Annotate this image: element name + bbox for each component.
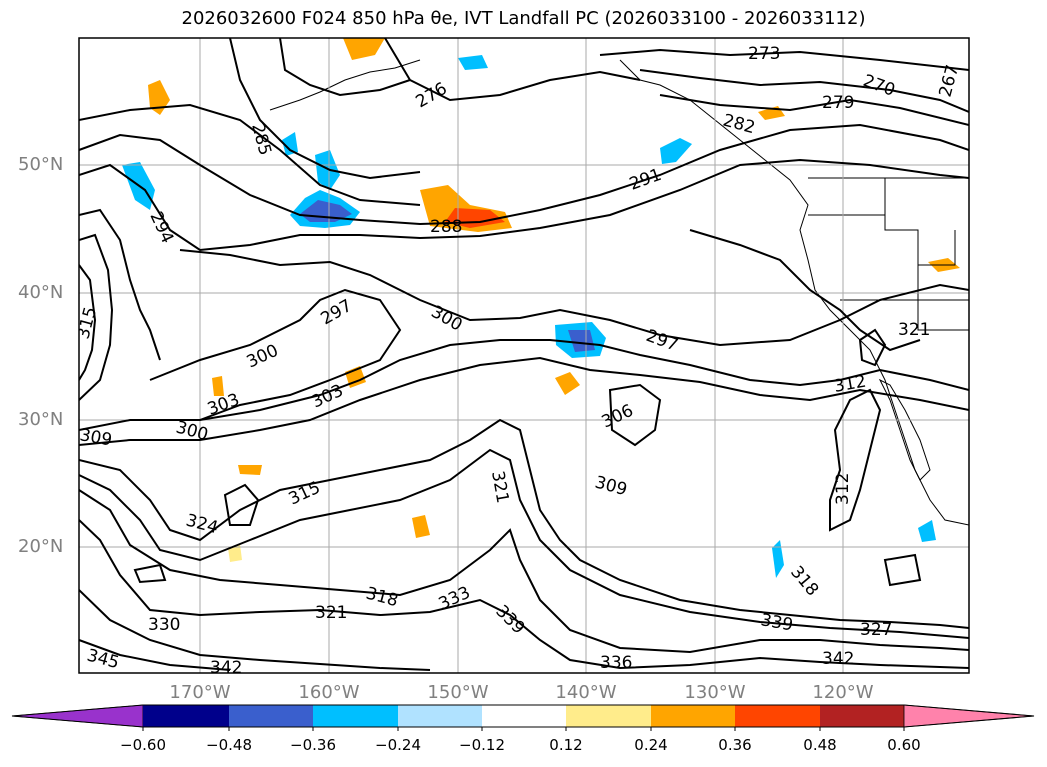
colorbar-tick-label: 0.60 bbox=[887, 736, 921, 754]
contour-line bbox=[599, 48, 969, 71]
lon-label: 150°W bbox=[427, 682, 489, 703]
colorbar-bin bbox=[820, 705, 904, 727]
shade-patch bbox=[660, 138, 692, 164]
contour-line bbox=[79, 356, 969, 446]
contour-line bbox=[829, 388, 882, 532]
shade-patch bbox=[568, 330, 595, 352]
shade-patch bbox=[555, 372, 580, 395]
colorbar-tick-label: 0.48 bbox=[803, 736, 837, 754]
contour-line bbox=[79, 589, 431, 671]
contour-label: 312 bbox=[833, 473, 853, 505]
shade-patch bbox=[228, 544, 242, 562]
contour-label: 273 bbox=[748, 44, 780, 64]
contour-label: 342 bbox=[210, 658, 242, 678]
colorbar-tick-label: −0.36 bbox=[290, 736, 336, 754]
colorbar bbox=[11, 704, 1035, 731]
colorbar-tick-label: −0.48 bbox=[206, 736, 252, 754]
contour-label: 336 bbox=[600, 653, 632, 673]
theta-e-contours bbox=[79, 38, 969, 671]
contour-line bbox=[659, 94, 969, 126]
contour-line bbox=[79, 103, 421, 206]
shade-patch bbox=[238, 465, 262, 475]
coastline-north-america bbox=[619, 59, 969, 526]
shade-patch bbox=[412, 515, 430, 538]
lon-label: 170°W bbox=[169, 682, 231, 703]
contour-line bbox=[179, 249, 969, 347]
contour-label: 330 bbox=[148, 615, 180, 635]
colorbar-tick-label: −0.12 bbox=[459, 736, 505, 754]
contour-line bbox=[79, 519, 969, 670]
colorbar-bin bbox=[398, 705, 482, 727]
map-frame bbox=[78, 37, 970, 674]
lat-label: 50°N bbox=[18, 154, 64, 175]
lon-label: 120°W bbox=[812, 682, 874, 703]
colorbar-tick-label: −0.24 bbox=[375, 736, 421, 754]
colorbar-bin bbox=[313, 705, 398, 727]
contour-line bbox=[79, 339, 969, 431]
state-borders bbox=[808, 177, 969, 331]
contour-line bbox=[79, 489, 969, 654]
colorbar-bin bbox=[735, 705, 820, 727]
colorbar-tick-label: 0.36 bbox=[718, 736, 752, 754]
contour-label: 321 bbox=[898, 320, 930, 340]
lat-label: 20°N bbox=[18, 536, 64, 557]
graticule bbox=[79, 38, 969, 673]
contour-line bbox=[79, 639, 231, 671]
lon-label: 140°W bbox=[555, 682, 617, 703]
contour-line bbox=[639, 69, 969, 113]
contour-label: 342 bbox=[822, 649, 854, 669]
contour-line bbox=[79, 123, 969, 226]
colorbar-bin bbox=[482, 705, 566, 727]
contour-line bbox=[79, 233, 114, 401]
contour-line bbox=[223, 483, 260, 526]
contour-line bbox=[79, 208, 161, 361]
contour-line bbox=[79, 418, 969, 629]
contour-line bbox=[79, 448, 969, 639]
colorbar-tick-label: 0.24 bbox=[634, 736, 668, 754]
contour-line bbox=[149, 288, 402, 421]
contour-line bbox=[79, 264, 97, 381]
lat-label: 40°N bbox=[18, 282, 64, 303]
shade-patch bbox=[458, 55, 488, 70]
shade-patch bbox=[212, 376, 224, 396]
contour-label: 288 bbox=[430, 217, 462, 237]
colorbar-over-arrow bbox=[903, 704, 1035, 728]
colorbar-bin bbox=[651, 705, 735, 727]
contour-line bbox=[79, 158, 969, 252]
contour-line bbox=[133, 563, 167, 584]
contour-line bbox=[279, 38, 411, 97]
colorbar-under-arrow bbox=[11, 704, 144, 728]
contour-label: 321 bbox=[315, 603, 347, 623]
contour-line bbox=[608, 383, 662, 447]
shade-patch bbox=[282, 132, 298, 156]
lon-label: 160°W bbox=[298, 682, 360, 703]
coastline-baja bbox=[878, 378, 931, 481]
shade-patch bbox=[772, 540, 784, 578]
colorbar-bin bbox=[229, 705, 313, 727]
contour-line bbox=[883, 553, 922, 587]
colorbar-bin bbox=[143, 705, 229, 727]
contour-label: 279 bbox=[822, 93, 854, 113]
colorbar-tick-label: 0.12 bbox=[549, 736, 583, 754]
map-title: 2026032600 F024 850 hPa θe, IVT Landfall… bbox=[181, 8, 866, 29]
lon-label: 130°W bbox=[684, 682, 746, 703]
contour-label: 327 bbox=[860, 620, 892, 640]
shade-patch bbox=[343, 38, 385, 60]
colorbar-bin bbox=[566, 705, 651, 727]
contour-labels: 273 270 267 279 276 282 285 291 294 288 … bbox=[79, 44, 963, 678]
lat-label: 30°N bbox=[18, 409, 64, 430]
contour-line bbox=[858, 328, 887, 367]
shade-patch bbox=[315, 150, 340, 190]
shade-patch bbox=[918, 520, 936, 542]
contour-line bbox=[229, 38, 421, 180]
colorbar-tick-label: −0.60 bbox=[120, 736, 166, 754]
coastline-aleutians bbox=[269, 59, 421, 111]
coastlines bbox=[269, 59, 969, 526]
